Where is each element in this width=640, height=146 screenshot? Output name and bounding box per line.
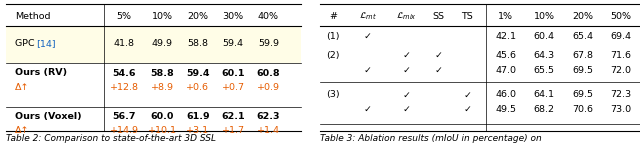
Text: 49.5: 49.5: [495, 105, 516, 114]
Text: 59.4: 59.4: [186, 68, 209, 78]
Text: $\mathcal{L}_{mt}$: $\mathcal{L}_{mt}$: [359, 10, 377, 22]
Text: 60.8: 60.8: [257, 68, 280, 78]
Text: +0.7: +0.7: [221, 83, 244, 92]
Text: +12.8: +12.8: [109, 83, 139, 92]
Text: 20%: 20%: [188, 12, 208, 21]
Text: 65.5: 65.5: [534, 66, 554, 75]
Text: (3): (3): [326, 90, 340, 99]
Text: ✓: ✓: [364, 66, 372, 75]
Text: Table 2: Comparison to state-of-the-art 3D SSL: Table 2: Comparison to state-of-the-art …: [6, 134, 216, 143]
Text: ✓: ✓: [435, 66, 442, 75]
Text: ✓: ✓: [435, 51, 442, 60]
Text: 58.8: 58.8: [188, 39, 208, 48]
Text: +10.1: +10.1: [148, 126, 177, 135]
Bar: [6, 26, 301, 63]
Text: SS: SS: [433, 12, 444, 21]
Text: ✓: ✓: [364, 32, 372, 41]
Text: Table 3: Ablation results (mIoU in percentage) on: Table 3: Ablation results (mIoU in perce…: [320, 134, 541, 143]
Text: +0.9: +0.9: [257, 83, 280, 92]
Text: 40%: 40%: [258, 12, 279, 21]
Text: 67.8: 67.8: [572, 51, 593, 60]
Text: 10%: 10%: [152, 12, 173, 21]
Text: 30%: 30%: [223, 12, 244, 21]
Text: 10%: 10%: [534, 12, 554, 21]
Text: 59.9: 59.9: [258, 39, 279, 48]
Text: ✓: ✓: [364, 105, 372, 114]
Text: (2): (2): [326, 51, 340, 60]
Text: 61.9: 61.9: [186, 112, 209, 121]
Text: #: #: [329, 12, 337, 21]
Text: 69.5: 69.5: [572, 90, 593, 99]
Text: 42.1: 42.1: [495, 32, 516, 41]
Text: +3.1: +3.1: [186, 126, 209, 135]
Text: ✓: ✓: [403, 51, 410, 60]
Text: ✓: ✓: [463, 90, 471, 99]
Text: Δ↑: Δ↑: [15, 126, 29, 135]
Text: 41.8: 41.8: [114, 39, 134, 48]
Text: +1.4: +1.4: [257, 126, 280, 135]
Text: +14.9: +14.9: [109, 126, 139, 135]
Text: ✓: ✓: [403, 105, 410, 114]
Text: 1%: 1%: [498, 12, 513, 21]
Text: ✓: ✓: [403, 90, 410, 99]
Text: $\mathcal{L}_{mix}$: $\mathcal{L}_{mix}$: [396, 10, 417, 22]
Text: Method: Method: [15, 12, 51, 21]
Text: 59.4: 59.4: [223, 39, 244, 48]
Text: 54.6: 54.6: [113, 68, 136, 78]
Text: 70.6: 70.6: [572, 105, 593, 114]
Text: 46.0: 46.0: [495, 90, 516, 99]
Text: +8.9: +8.9: [151, 83, 174, 92]
Text: 50%: 50%: [611, 12, 631, 21]
Text: 64.1: 64.1: [534, 90, 554, 99]
Text: 45.6: 45.6: [495, 51, 516, 60]
Text: 69.5: 69.5: [572, 66, 593, 75]
Text: 72.0: 72.0: [611, 66, 631, 75]
Text: 64.3: 64.3: [533, 51, 555, 60]
Text: 62.1: 62.1: [221, 112, 245, 121]
Text: Ours (RV): Ours (RV): [15, 68, 67, 78]
Text: 68.2: 68.2: [534, 105, 554, 114]
Text: 56.7: 56.7: [113, 112, 136, 121]
Text: 20%: 20%: [572, 12, 593, 21]
Text: +1.7: +1.7: [221, 126, 244, 135]
Text: 72.3: 72.3: [610, 90, 632, 99]
Text: 62.3: 62.3: [257, 112, 280, 121]
Text: ✓: ✓: [403, 66, 410, 75]
Text: 47.0: 47.0: [495, 66, 516, 75]
Text: [14]: [14]: [36, 39, 56, 48]
Text: TS: TS: [461, 12, 473, 21]
Text: 5%: 5%: [116, 12, 132, 21]
Text: 71.6: 71.6: [611, 51, 631, 60]
Text: ✓: ✓: [463, 105, 471, 114]
Text: 58.8: 58.8: [150, 68, 174, 78]
Text: Δ↑: Δ↑: [15, 83, 29, 92]
Text: GPC: GPC: [15, 39, 38, 48]
Text: 60.4: 60.4: [534, 32, 554, 41]
Text: 60.0: 60.0: [151, 112, 174, 121]
Text: +0.6: +0.6: [186, 83, 209, 92]
Text: 69.4: 69.4: [611, 32, 631, 41]
Text: (1): (1): [326, 32, 340, 41]
Text: Ours (Voxel): Ours (Voxel): [15, 112, 82, 121]
Text: 49.9: 49.9: [152, 39, 173, 48]
Text: 60.1: 60.1: [221, 68, 245, 78]
Text: 73.0: 73.0: [610, 105, 632, 114]
Text: 65.4: 65.4: [572, 32, 593, 41]
